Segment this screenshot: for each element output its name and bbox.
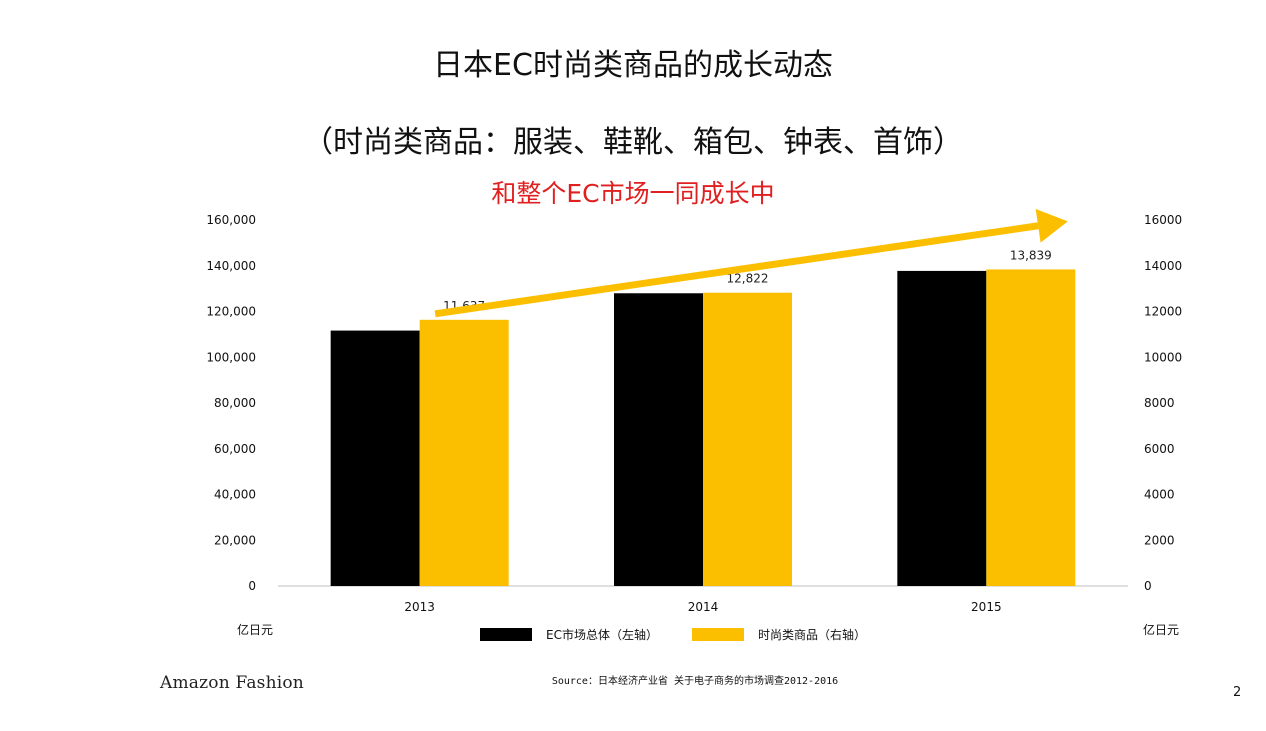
legend-item-ec-total: EC市场总体（左轴）: [480, 626, 658, 643]
legend-item-fashion: 时尚类商品（右轴）: [691, 626, 866, 643]
page-number: 2: [1233, 685, 1242, 700]
legend-label-ec-total: EC市场总体（左轴）: [546, 627, 658, 642]
bar-fashion-2013: [419, 319, 509, 586]
bar-ec-total-2015: [897, 270, 987, 586]
y-left-tick-label: 60,000: [214, 442, 256, 456]
brand-logo: Amazon Fashion: [160, 673, 304, 693]
bar-fashion-2015: [986, 269, 1076, 586]
x-tick-label: 2013: [404, 600, 435, 614]
legend-swatch-ec-total: [480, 627, 532, 641]
bar-ec-total-2013: [330, 330, 420, 586]
y-right-tick-label: 16000: [1144, 213, 1182, 227]
trend-arrow-shaft: [434, 222, 1039, 318]
x-tick-label: 2015: [971, 600, 1002, 614]
y-right-tick-label: 6000: [1144, 442, 1175, 456]
y-left-tick-label: 40,000: [214, 488, 256, 502]
bar-ec-total-2014: [614, 293, 703, 586]
slide-title: 日本EC时尚类商品的成长动态: [433, 48, 833, 83]
slide-subtitle: （时尚类商品：服装、鞋靴、箱包、钟表、首饰）: [303, 125, 963, 160]
x-tick-label: 2014: [688, 600, 719, 614]
source-note: Source：日本经济产业省 关于电子商务的市场调查2012-2016: [551, 676, 839, 687]
y-right-tick-label: 4000: [1144, 488, 1175, 502]
growth-highlight: 和整个EC市场一同成长中: [491, 179, 775, 208]
left-axis-unit: 亿日元: [237, 623, 274, 637]
y-left-tick-label: 80,000: [214, 396, 256, 410]
y-left-tick-label: 100,000: [206, 350, 256, 364]
legend-label-fashion: 时尚类商品（右轴）: [757, 627, 866, 642]
bar-fashion-2014: [703, 292, 792, 586]
y-right-tick-label: 2000: [1144, 533, 1175, 547]
data-label-fashion-2014: 12,822: [727, 272, 769, 286]
trend-arrow-head: [1035, 208, 1068, 243]
y-right-tick-label: 12000: [1144, 305, 1182, 319]
right-axis-unit: 亿日元: [1143, 623, 1180, 637]
y-left-tick-label: 0: [248, 579, 256, 593]
chart-legend: EC市场总体（左轴） 时尚类商品（右轴）: [480, 625, 900, 643]
y-left-tick-label: 20,000: [214, 533, 256, 547]
y-right-tick-label: 14000: [1144, 259, 1182, 273]
y-right-tick-label: 10000: [1144, 350, 1182, 364]
y-right-tick-label: 8000: [1144, 396, 1175, 410]
y-right-tick-label: 0: [1144, 579, 1152, 593]
data-label-fashion-2015: 13,839: [1010, 248, 1052, 262]
y-left-tick-label: 160,000: [206, 213, 256, 227]
legend-swatch-fashion: [691, 627, 744, 641]
y-left-tick-label: 140,000: [206, 259, 256, 273]
y-left-tick-label: 120,000: [206, 305, 256, 319]
